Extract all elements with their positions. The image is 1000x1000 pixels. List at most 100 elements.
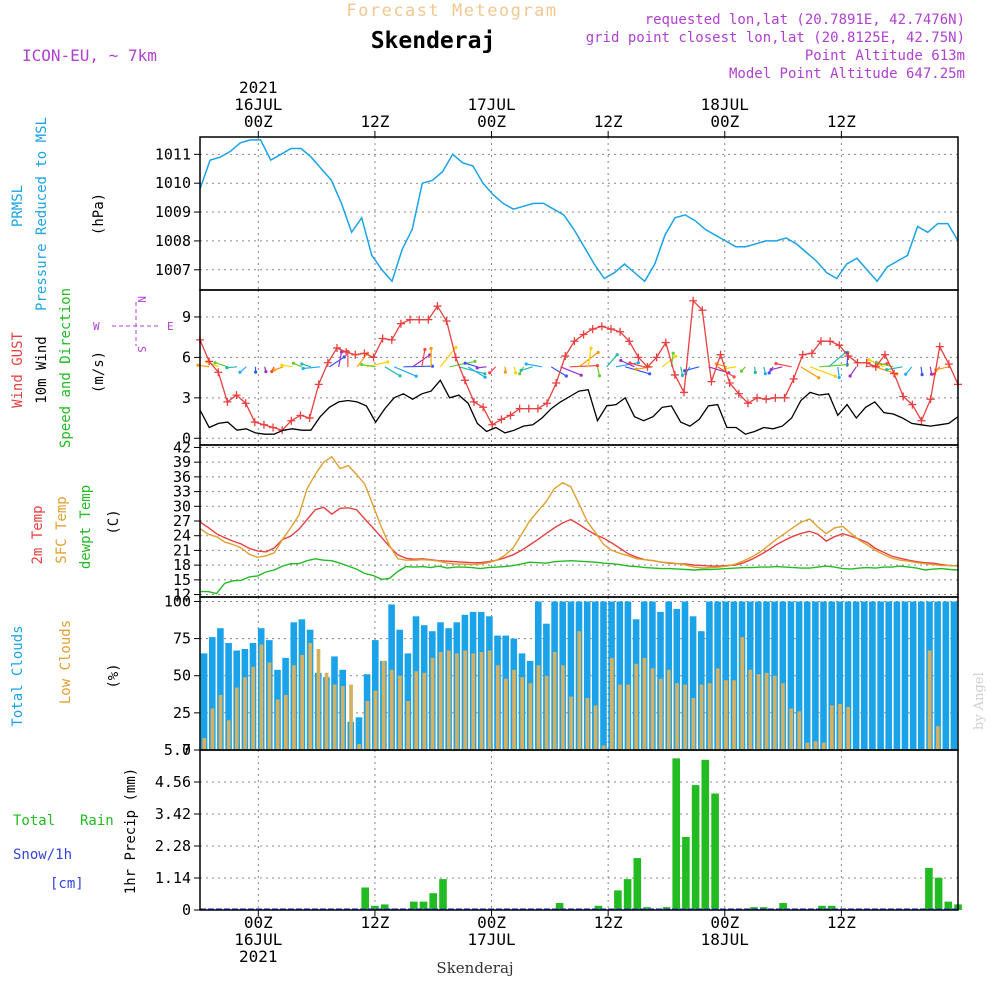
wind-arrow-head <box>848 374 852 378</box>
low-cloud-bar <box>267 662 272 750</box>
wind-arrow-head <box>519 368 523 372</box>
total-cloud-bar <box>225 643 232 750</box>
gust-marker <box>387 335 396 344</box>
panel-5-frame <box>199 749 959 911</box>
wind-arrow <box>550 366 567 377</box>
total-cloud-bar <box>355 717 363 750</box>
precip-bar <box>594 905 603 910</box>
total-cloud-bar <box>209 637 216 750</box>
gust-marker <box>643 362 652 371</box>
precip-bar <box>818 905 826 910</box>
wind-arrow-head <box>300 362 304 366</box>
low-cloud-bar <box>430 657 435 750</box>
wind-label-dir: Speed and Direction <box>58 288 74 448</box>
low-cloud-bar <box>357 744 361 750</box>
time-label-bottom: 12Z <box>594 913 623 932</box>
wind-arrow <box>560 366 582 376</box>
wind-arrow <box>329 356 345 368</box>
low-cloud-bar <box>601 745 606 750</box>
gust-marker <box>698 306 707 315</box>
gust-marker <box>451 353 460 362</box>
model-altitude: Model Point Altitude 647.25m <box>729 66 965 82</box>
wind-arrow-head <box>930 372 934 376</box>
gust-marker <box>241 399 250 408</box>
low-cloud-bar <box>577 631 582 750</box>
gust-marker <box>469 397 478 406</box>
gust-marker <box>844 352 853 361</box>
wind-unit: (m/s) <box>91 351 107 393</box>
gust-marker <box>323 358 332 367</box>
wind-arrow-head <box>615 353 619 357</box>
wind-arrow-head <box>680 373 685 377</box>
low-cloud-bar <box>821 742 826 750</box>
time-label-bottom: 12Z <box>360 913 389 932</box>
wind-arrow-head <box>732 375 736 379</box>
time-label-bottom: 17JUL <box>467 930 515 949</box>
wind-arrow-head <box>429 346 433 351</box>
wind-arrow-head <box>524 362 528 366</box>
gust-marker <box>625 337 634 346</box>
wind-arrow-head <box>885 368 889 372</box>
low-cloud-bar <box>936 726 940 750</box>
y-tick-label: 24 <box>173 527 191 545</box>
wind-direction-arrows <box>196 345 949 380</box>
low-cloud-bar <box>316 649 321 750</box>
gust-marker <box>269 423 278 432</box>
wind-arrow-head <box>817 376 821 380</box>
y-tick-label: 100 <box>164 592 191 610</box>
total-cloud-bar <box>600 601 607 750</box>
low-cloud-bar <box>324 672 329 750</box>
gust-marker <box>497 415 506 424</box>
low-cloud-bar <box>373 690 378 750</box>
dewpt-series-line <box>200 558 959 595</box>
gust-marker <box>707 377 716 386</box>
time-label-bottom: 16JUL <box>234 930 282 949</box>
wind-arrow-head <box>589 346 593 350</box>
gust-marker <box>415 315 424 324</box>
total-cloud-bar <box>901 601 909 750</box>
gust-marker <box>488 420 497 429</box>
gust-marker <box>332 343 341 352</box>
precip-bar <box>691 785 700 910</box>
wind-arrow-head <box>483 372 487 376</box>
wind-arrow-head <box>596 350 600 355</box>
total-cloud-bar <box>812 601 819 750</box>
gust-marker <box>634 353 643 362</box>
compass-east: E <box>167 320 174 333</box>
gust-marker <box>944 360 953 369</box>
time-label-top: 2021 <box>239 78 278 97</box>
y-tick-label: 33 <box>173 483 191 501</box>
wind-arrow-head <box>837 375 841 380</box>
precip-bar <box>944 901 953 910</box>
panel-2-grid: 0 3 6 9 <box>182 290 958 447</box>
wind-arrow-head <box>763 372 767 376</box>
low-cloud-bar <box>235 687 239 750</box>
gust-marker <box>588 325 597 334</box>
wind-arrow-head <box>564 374 568 378</box>
time-label-top: 12Z <box>360 112 389 131</box>
wind-arrow-head <box>774 362 778 366</box>
gust-marker <box>597 322 606 331</box>
wind-arrow <box>837 366 840 378</box>
time-label-top: 12Z <box>594 112 623 131</box>
low-cloud-bar <box>838 704 842 750</box>
y-tick-label: 15 <box>173 571 191 589</box>
wind-arrow-head <box>463 361 467 365</box>
total-cloud-bar <box>567 601 575 750</box>
precip-bar <box>711 793 719 910</box>
total-cloud-bar <box>583 601 591 750</box>
precip-bar <box>643 907 651 910</box>
wind-arrow-head <box>634 367 638 371</box>
total-cloud-bar <box>820 601 827 750</box>
gust-marker <box>460 376 469 385</box>
low-cloud-bar <box>797 711 802 750</box>
low-cloud-bar <box>748 669 753 750</box>
time-label-bottom: 00Z <box>244 913 273 932</box>
low-cloud-bar <box>300 654 304 750</box>
wind-arrow-head <box>833 374 838 378</box>
wind-arrow-head <box>280 363 284 367</box>
wind-arrow-head <box>753 370 757 375</box>
wind-arrow <box>775 363 792 368</box>
total-cloud-bar <box>909 601 917 750</box>
precip-bar <box>701 759 710 910</box>
